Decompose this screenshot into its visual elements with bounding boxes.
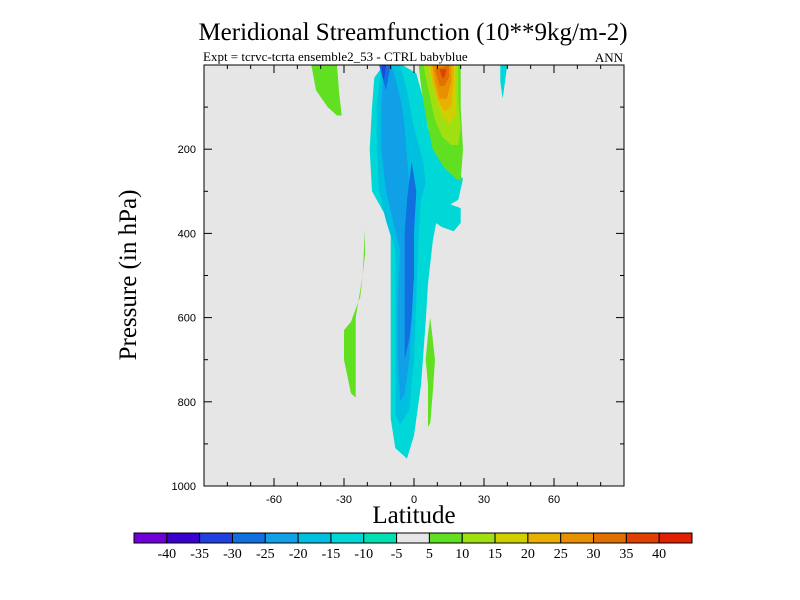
colorbar-swatch xyxy=(133,532,168,544)
contour-region-7 xyxy=(381,65,386,82)
colorbar-swatch xyxy=(297,532,332,544)
contour-region-4 xyxy=(381,65,412,402)
colorbar-label: 15 xyxy=(488,547,502,562)
colorbar-swatch xyxy=(363,532,398,544)
contour-region-6 xyxy=(404,161,417,360)
colorbar-swatch xyxy=(264,532,299,544)
plot-area: -60 -30 0 30 60 200 400 600 800 1000 xyxy=(172,64,625,506)
colorbar-swatch xyxy=(199,532,233,544)
colorbar-label: 5 xyxy=(426,547,433,562)
y-tick-label: 600 xyxy=(178,313,196,325)
colorbar-label: -10 xyxy=(354,547,373,562)
colorbar-label: -15 xyxy=(322,547,341,562)
contour-region-8 xyxy=(311,65,342,116)
axis-ticks: -60 -30 0 30 60 200 400 600 800 1000 xyxy=(172,65,625,506)
colorbar-swatch xyxy=(231,532,266,544)
colorbar-swatch xyxy=(461,532,496,544)
colorbar-swatch xyxy=(527,532,562,544)
colorbar-label: -40 xyxy=(157,547,176,562)
colorbar-label: 25 xyxy=(554,547,568,562)
colorbar-label: -25 xyxy=(256,547,275,562)
colorbar-label: -20 xyxy=(289,547,308,562)
colorbar-label: 30 xyxy=(587,547,601,562)
x-tick-label: 60 xyxy=(548,494,560,506)
x-axis-title: Latitude xyxy=(372,502,455,529)
contour-region-2 xyxy=(500,65,508,99)
colorbar-swatch xyxy=(428,532,463,544)
contour-region-9 xyxy=(344,229,365,398)
colorbar-swatch xyxy=(166,532,201,544)
y-tick-label: 200 xyxy=(178,144,196,156)
colorbar-label: 20 xyxy=(521,547,535,562)
y-axis-title: Pressure (in hPa) xyxy=(115,190,142,361)
colorbar-label: 10 xyxy=(455,547,469,562)
colorbar-swatch xyxy=(396,532,430,544)
contour-region-10 xyxy=(425,317,435,428)
contour-region-17 xyxy=(439,69,447,78)
colorbar: -40 -35 -30 -25 -20 -15 -10 -5 5 10 15 20 25 30 35 40 xyxy=(133,532,693,562)
colorbar-swatch xyxy=(658,532,693,544)
colorbar-label: 40 xyxy=(652,547,666,562)
contour-fills xyxy=(311,65,508,459)
y-tick-label: 1000 xyxy=(172,481,196,493)
chart-subtitle: Expt = tcrvc-tcrta ensemble2_53 - CTRL b… xyxy=(203,49,468,64)
y-tick-label: 400 xyxy=(178,228,196,240)
x-tick-label: 30 xyxy=(478,494,490,506)
colorbar-swatch xyxy=(593,532,627,544)
x-tick-label: -30 xyxy=(336,494,352,506)
contour-region-5 xyxy=(379,65,391,91)
colorbar-label: -5 xyxy=(391,547,403,562)
colorbar-swatch xyxy=(560,532,595,544)
colorbar-label: -30 xyxy=(223,547,242,562)
y-tick-label: 800 xyxy=(178,397,196,409)
colorbar-label: -35 xyxy=(190,547,209,562)
colorbar-label: 35 xyxy=(619,547,633,562)
colorbar-swatch xyxy=(625,532,660,544)
colorbar-swatch xyxy=(330,532,365,544)
x-tick-label: -60 xyxy=(266,494,282,506)
season-label: ANN xyxy=(595,50,624,65)
colorbar-swatch xyxy=(494,532,529,544)
contour-region-1 xyxy=(432,203,461,232)
chart-title: Meridional Streamfunction (10**9kg/m-2) xyxy=(198,19,627,46)
x-tick-label: 0 xyxy=(411,494,417,506)
